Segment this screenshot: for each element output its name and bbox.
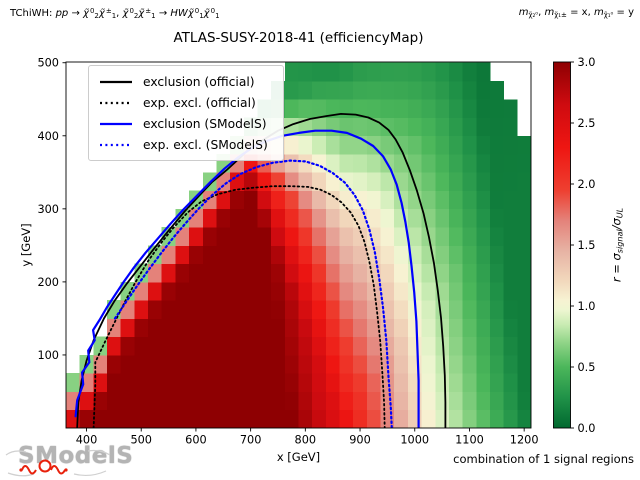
svg-text:2.5: 2.5 (578, 117, 596, 130)
dotted-blue-line-swatch (100, 143, 132, 146)
legend: exclusion (official) exp. excl. (officia… (88, 65, 284, 161)
colorbar (553, 61, 571, 429)
text-fragment: pp (55, 8, 69, 20)
text-fragment: UL (615, 207, 625, 219)
text-fragment: TChiWH: (10, 8, 56, 20)
svg-text:1.5: 1.5 (578, 239, 596, 252)
svg-text:1000: 1000 (400, 434, 429, 447)
legend-label: exp. excl. (official) (143, 95, 256, 110)
svg-text:0.0: 0.0 (578, 422, 596, 435)
legend-entry-exclusion-smodels: exclusion (SModelS) (98, 113, 275, 134)
text-fragment: χ̃ (138, 8, 145, 20)
plot-title: ATLAS-SUSY-2018-41 (efficiencyMap) (173, 30, 424, 46)
svg-text:2.0: 2.0 (578, 178, 596, 191)
y-axis-label: y [GeV] (19, 223, 33, 267)
svg-text:100: 100 (37, 349, 59, 362)
svg-text:400: 400 (37, 130, 59, 143)
text-fragment: m (518, 7, 529, 18)
text-fragment: χ̃ (122, 8, 129, 20)
legend-entry-exclusion-official: exclusion (official) (98, 71, 275, 92)
text-fragment: 1 (215, 12, 220, 21)
text-fragment: χ̃ (98, 8, 105, 20)
svg-text:1200: 1200 (510, 434, 539, 447)
text-fragment: χ̃₁± (554, 11, 567, 20)
legend-entry-exp-excl-official: exp. excl. (official) (98, 92, 275, 113)
legend-label: exp. excl. (SModelS) (143, 137, 268, 152)
solid-black-line-swatch (100, 80, 132, 83)
text-fragment: 0 (129, 7, 134, 15)
text-fragment: = x, (566, 7, 594, 18)
svg-text:400: 400 (76, 434, 98, 447)
svg-text:800: 800 (295, 434, 317, 447)
colorbar-ticks: 0.0 0.5 1.0 1.5 2.0 2.5 3.0 (570, 56, 596, 435)
text-fragment: → (155, 8, 171, 20)
text-fragment: m (593, 7, 604, 18)
x-axis-ticks: 400 500 600 700 800 900 1000 1100 1200 (76, 428, 539, 447)
text-fragment: 1 (151, 12, 156, 21)
process-label: TChiWH: pp → χ̃02χ̃±1, χ̃02χ̃±1 → HWχ̃01… (10, 7, 220, 20)
svg-text:1.0: 1.0 (578, 300, 596, 313)
dotted-black-line-swatch (100, 101, 132, 104)
text-fragment: 0 (89, 7, 95, 15)
svg-text:3.0: 3.0 (578, 56, 596, 69)
svg-text:500: 500 (130, 434, 152, 447)
contour-exp-excl-smodels- (113, 159, 393, 428)
text-fragment: signal (615, 229, 625, 254)
text-fragment: χ̃₁⁰ (603, 11, 614, 20)
svg-text:700: 700 (240, 434, 262, 447)
text-fragment: r (609, 277, 624, 283)
svg-text:1100: 1100 (455, 434, 484, 447)
text-fragment: → (68, 8, 84, 20)
legend-label: exclusion (SModelS) (143, 116, 267, 131)
colorbar-label: r = σsignal/σUL (609, 208, 624, 282)
text-fragment: , (116, 8, 123, 20)
smodels-logo-decoration-icon (5, 449, 111, 477)
text-fragment: / (609, 225, 624, 230)
plot-frame (65, 61, 532, 429)
solid-blue-line-swatch (100, 122, 132, 125)
text-fragment: = y (613, 7, 634, 18)
text-fragment: 2 (133, 12, 139, 21)
text-fragment: σ (609, 253, 624, 261)
text-fragment: 0 (194, 7, 200, 15)
smodels-logo: SModelS (4, 441, 133, 479)
text-fragment: HW (170, 8, 188, 20)
text-fragment: , (538, 7, 545, 18)
text-fragment: 1 (199, 12, 204, 21)
legend-label: exclusion (official) (143, 74, 255, 89)
legend-entry-exp-excl-smodels: exp. excl. (SModelS) (98, 134, 275, 155)
text-fragment: ± (105, 7, 112, 15)
x-axis-label: x [GeV] (276, 450, 321, 464)
y-axis-ticks: 100 200 300 400 500 (37, 57, 66, 362)
svg-text:900: 900 (349, 434, 371, 447)
svg-text:0.5: 0.5 (578, 361, 596, 374)
text-fragment: ± (145, 7, 152, 15)
smodels-logo-text: SModelS (18, 443, 134, 469)
svg-text:500: 500 (37, 57, 59, 70)
text-fragment: σ (609, 218, 624, 226)
text-fragment: = (609, 260, 624, 278)
text-fragment: χ̃ (83, 8, 89, 20)
text-fragment: 1 (111, 12, 117, 21)
svg-text:300: 300 (37, 203, 59, 216)
text-fragment: 0 (210, 7, 216, 15)
combination-note: combination of 1 signal regions (453, 452, 634, 466)
text-fragment: 2 (94, 12, 99, 21)
svg-text:200: 200 (37, 276, 59, 289)
contour-exp-excl-official- (92, 185, 386, 428)
svg-text:600: 600 (185, 434, 207, 447)
text-fragment: m (544, 7, 555, 18)
contour-exclusion-official- (76, 113, 447, 428)
mass-assignment-label: mχ̃₂⁰, mχ̃₁± = x, mχ̃₁⁰ = y (519, 7, 634, 19)
text-fragment: χ̃ (203, 8, 210, 20)
text-fragment: χ̃₂⁰ (528, 11, 539, 20)
text-fragment: χ̃ (187, 8, 194, 20)
